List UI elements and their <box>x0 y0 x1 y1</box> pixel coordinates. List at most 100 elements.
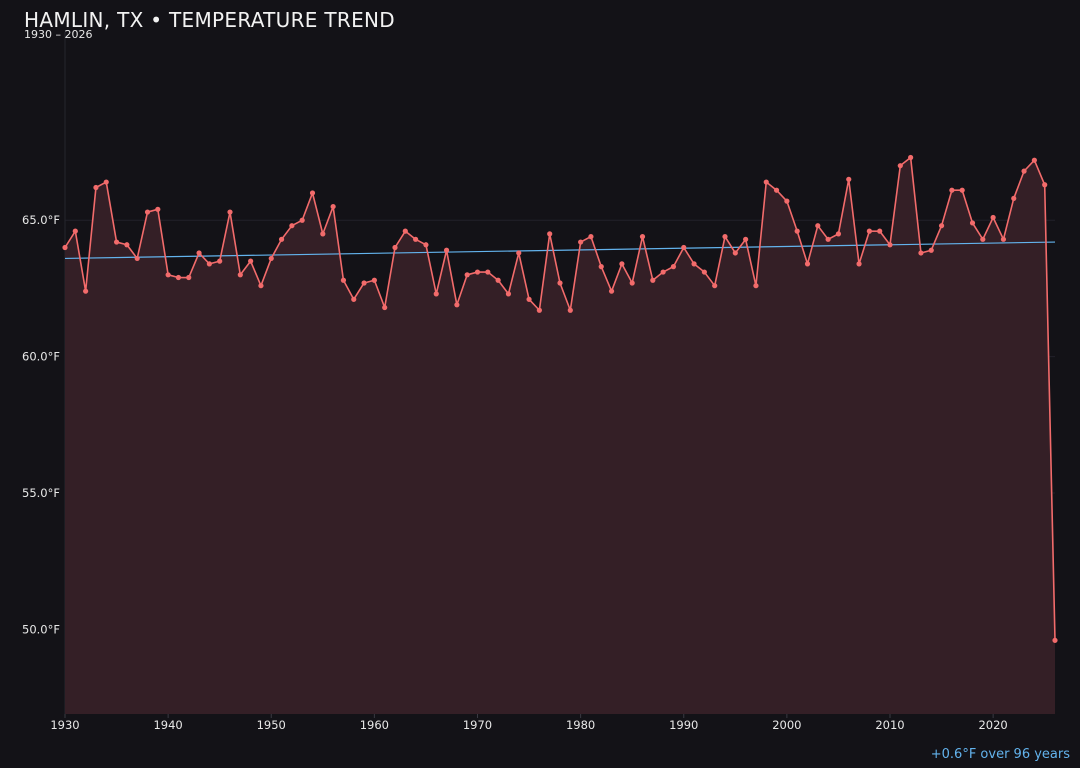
data-point <box>887 242 893 248</box>
data-point <box>320 231 326 237</box>
data-point <box>877 228 883 234</box>
data-point <box>93 184 99 191</box>
data-point <box>495 277 501 283</box>
data-point <box>598 264 604 270</box>
data-point <box>505 291 512 297</box>
data-point <box>443 247 450 253</box>
data-point <box>464 272 470 278</box>
data-point <box>990 214 996 221</box>
data-point <box>784 198 790 204</box>
data-point <box>753 283 759 289</box>
data-point <box>1021 168 1027 174</box>
data-point <box>433 291 439 297</box>
series-layer <box>62 154 1058 643</box>
data-point <box>474 269 481 275</box>
x-tick-label: 2000 <box>772 718 801 732</box>
data-point <box>732 250 738 256</box>
data-point <box>918 250 924 256</box>
data-point <box>1000 236 1007 242</box>
data-point <box>815 223 821 229</box>
data-point <box>340 277 347 283</box>
data-point <box>608 288 615 294</box>
data-point <box>1011 195 1017 202</box>
data-point <box>619 261 625 267</box>
data-point <box>516 250 522 256</box>
data-point <box>217 258 223 264</box>
data-point <box>856 261 862 267</box>
data-point <box>536 307 542 313</box>
data-point <box>743 236 749 242</box>
data-point <box>206 261 212 267</box>
x-tick-label: 2020 <box>978 718 1007 732</box>
data-point <box>402 228 408 234</box>
data-point <box>557 280 563 286</box>
data-point <box>371 277 377 283</box>
chart-title: HAMLIN, TX • TEMPERATURE TREND <box>24 8 396 32</box>
data-point <box>928 247 934 253</box>
data-point <box>938 223 945 229</box>
area-fill <box>65 157 1055 715</box>
data-point <box>83 288 89 294</box>
x-tick-label: 2010 <box>875 718 904 732</box>
data-point <box>691 261 697 267</box>
data-point <box>309 190 316 196</box>
x-tick-label: 1970 <box>463 718 492 732</box>
data-point <box>299 217 305 223</box>
data-point <box>113 239 120 245</box>
data-point <box>701 269 707 275</box>
chart-subtitle: 1930 – 2026 <box>24 28 93 41</box>
data-point <box>908 154 914 161</box>
data-point <box>134 255 140 262</box>
y-tick-label: 60.0°F <box>22 350 60 364</box>
data-point <box>227 209 233 215</box>
data-point <box>361 280 367 286</box>
data-point <box>124 242 130 248</box>
data-point <box>578 239 584 245</box>
data-point <box>547 231 553 237</box>
data-point <box>897 163 903 169</box>
data-point <box>423 242 429 248</box>
x-tick-label: 1990 <box>669 718 698 732</box>
axis-layer: 50.0°F 55.0°F 60.0°F 65.0°F 1930 1940 1950 1960… <box>22 213 1008 732</box>
x-tick-label: 1940 <box>153 718 182 732</box>
data-point <box>567 307 573 313</box>
data-point <box>454 302 460 308</box>
data-point <box>289 223 295 229</box>
data-point <box>248 258 254 264</box>
data-point <box>237 272 243 278</box>
data-point <box>794 228 800 234</box>
data-point <box>382 304 388 311</box>
data-point <box>660 269 666 275</box>
data-point <box>835 231 842 237</box>
data-point <box>588 234 594 240</box>
data-point <box>175 274 182 281</box>
data-point <box>949 187 955 193</box>
data-point <box>1031 157 1037 163</box>
data-point <box>196 250 202 256</box>
data-point <box>62 244 68 251</box>
data-point <box>773 187 780 193</box>
data-point <box>258 283 264 289</box>
data-point <box>413 236 419 242</box>
y-tick-label: 65.0°F <box>22 213 60 227</box>
data-point <box>1052 637 1058 643</box>
y-tick-label: 50.0°F <box>22 622 60 636</box>
data-point <box>186 274 192 281</box>
data-point <box>351 296 357 302</box>
data-point <box>72 228 78 234</box>
x-tick-label: 1980 <box>566 718 595 732</box>
data-point <box>969 220 976 226</box>
data-point <box>825 236 831 242</box>
data-point <box>722 234 728 240</box>
data-point <box>629 280 635 286</box>
data-point <box>392 244 398 251</box>
data-point <box>959 187 965 193</box>
data-point <box>712 283 718 289</box>
x-tick-label: 1930 <box>50 718 79 732</box>
data-point <box>526 296 532 302</box>
data-point <box>650 277 656 283</box>
y-tick-label: 55.0°F <box>22 486 60 500</box>
data-point <box>155 206 161 212</box>
data-point <box>330 203 336 210</box>
